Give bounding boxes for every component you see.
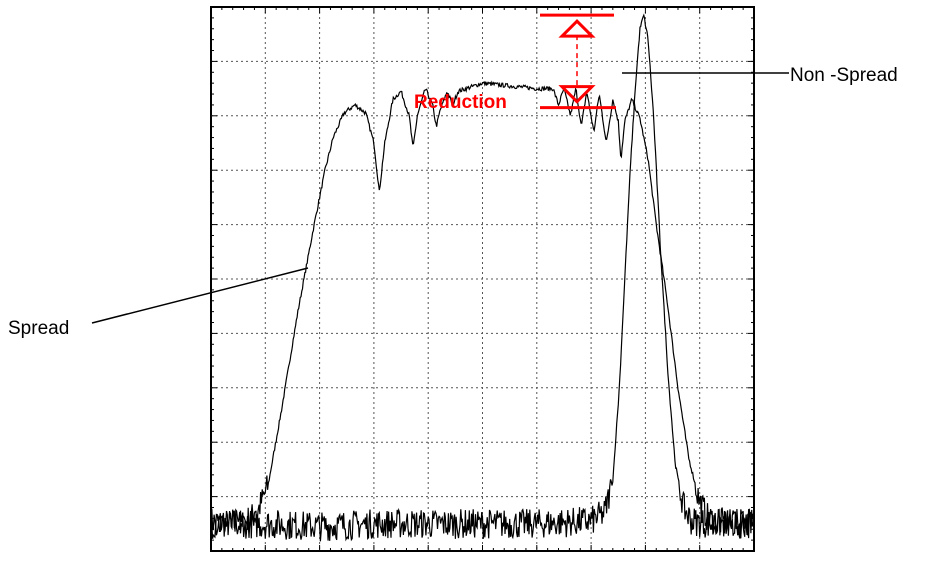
non-spread-label: Non -Spread xyxy=(790,65,898,86)
series-layer xyxy=(210,13,755,542)
grid xyxy=(211,7,754,551)
series-line-non-spread xyxy=(210,13,755,542)
reduction-down-arrow xyxy=(558,85,596,104)
annotation-layer xyxy=(91,13,789,324)
spread-leader-line xyxy=(91,267,309,324)
reduction-label: Reduction xyxy=(414,92,507,113)
spread-label: Spread xyxy=(8,318,69,339)
reduction-up-arrow xyxy=(558,19,596,38)
series-line-spread xyxy=(210,80,755,539)
